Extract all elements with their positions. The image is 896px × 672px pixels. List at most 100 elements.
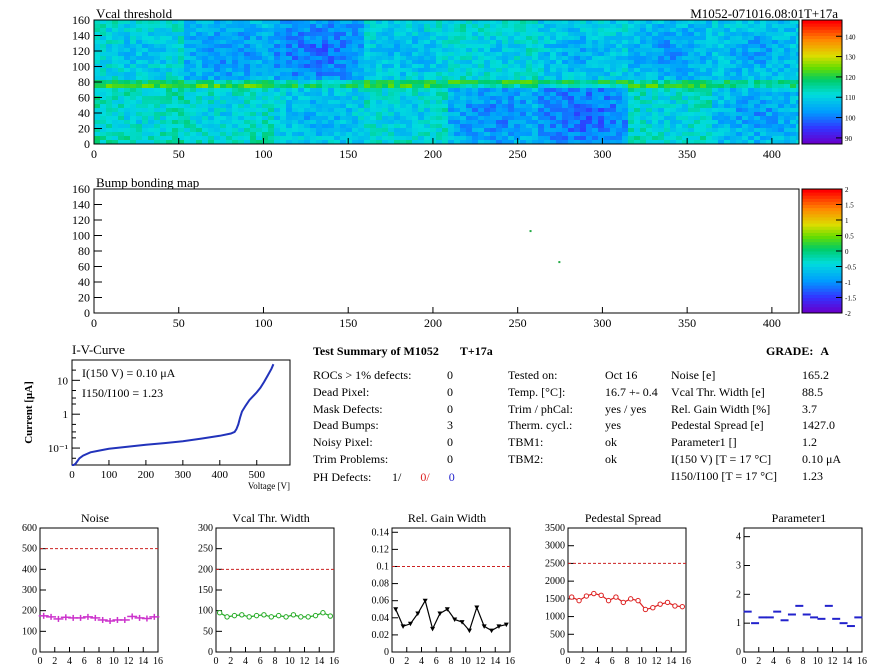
vcal-pixel (166, 96, 172, 100)
noise-xtick-label: 2 (52, 656, 57, 667)
vcal-pixel (748, 116, 754, 120)
vcal-pixel (730, 36, 736, 40)
vcal-pixel (454, 44, 460, 48)
vcal-pixel (508, 44, 514, 48)
vcal-pixel (664, 120, 670, 124)
vcal-pixel (466, 44, 472, 48)
vcal-pixel (424, 112, 430, 116)
vcal-pixel (538, 116, 544, 120)
vcal-map-ytick-label: 60 (78, 91, 90, 105)
bump-map-ytick-label: 160 (72, 182, 90, 196)
vcal-pixel (304, 76, 310, 80)
vcal-pixel (778, 112, 784, 116)
vcal-pixel (298, 108, 304, 112)
vcal-pixel (514, 68, 520, 72)
vcal-pixel (292, 132, 298, 136)
vcal-pixel (244, 20, 250, 24)
vcal-pixel (310, 132, 316, 136)
vcal-pixel (424, 128, 430, 132)
pedestal-ytick-label: 500 (550, 629, 565, 640)
vcal-pixel (148, 68, 154, 72)
vcal-pixel (196, 124, 202, 128)
vcal-pixel (616, 48, 622, 52)
vcal-pixel (532, 72, 538, 76)
vcal-pixel (700, 124, 706, 128)
vcal-pixel (304, 20, 310, 24)
vcal-pixel (262, 20, 268, 24)
vcal-pixel (358, 108, 364, 112)
vcal-pixel (520, 72, 526, 76)
vcal-pixel (754, 32, 760, 36)
vcal-pixel (346, 52, 352, 56)
vcal-pixel (712, 76, 718, 80)
vcal-pixel (460, 56, 466, 60)
vcal-pixel (202, 64, 208, 68)
vcal-pixel (634, 96, 640, 100)
vcal-pixel (112, 36, 118, 40)
vcal-pixel (478, 132, 484, 136)
vcal-pixel (604, 108, 610, 112)
vcal-pixel (508, 100, 514, 104)
vcal-pixel (778, 100, 784, 104)
condition-label: Trim / phCal: (508, 401, 573, 416)
vcal-pixel (568, 44, 574, 48)
vcal-pixel (556, 128, 562, 132)
vcal-pixel (688, 32, 694, 36)
vcal-pixel (346, 136, 352, 140)
vcal-pixel (694, 80, 700, 84)
vcal-pixel (748, 84, 754, 88)
vcal-pixel (700, 96, 706, 100)
vcal-pixel (448, 128, 454, 132)
vcal-pixel (478, 96, 484, 100)
vcal-pixel (790, 64, 796, 68)
vcal-pixel (418, 96, 424, 100)
vcal-width-point (231, 612, 238, 619)
vcal-pixel (724, 128, 730, 132)
vcal-pixel (442, 104, 448, 108)
vcal-pixel (694, 48, 700, 52)
vcal-pixel (532, 92, 538, 96)
vcal-pixel (142, 140, 148, 144)
vcal-pixel (184, 44, 190, 48)
vcal-pixel (472, 108, 478, 112)
vcal-pixel (706, 108, 712, 112)
vcal-pixel (142, 24, 148, 28)
vcal-pixel (502, 52, 508, 56)
vcal-pixel (382, 104, 388, 108)
vcal-pixel (550, 132, 556, 136)
vcal-pixel (772, 104, 778, 108)
vcal-pixel (166, 124, 172, 128)
vcal-pixel (118, 132, 124, 136)
vcal-pixel (466, 92, 472, 96)
vcal-pixel (760, 76, 766, 80)
vcal-pixel (766, 88, 772, 92)
vcal-pixel (718, 64, 724, 68)
vcal-pixel (448, 100, 454, 104)
vcal-pixel (790, 132, 796, 136)
vcal-pixel (604, 140, 610, 144)
vcal-pixel (208, 56, 214, 60)
vcal-pixel (310, 20, 316, 24)
vcal-pixel (100, 124, 106, 128)
vcal-pixel (592, 116, 598, 120)
vcal-pixel (514, 128, 520, 132)
vcal-pixel (556, 92, 562, 96)
vcal-pixel (154, 128, 160, 132)
vcal-pixel (658, 100, 664, 104)
vcal-pixel (214, 32, 220, 36)
vcal-pixel (418, 48, 424, 52)
vcal-pixel (112, 104, 118, 108)
vcal-pixel (442, 120, 448, 124)
vcal-pixel (652, 104, 658, 108)
vcal-pixel (178, 88, 184, 92)
vcal-pixel (238, 100, 244, 104)
vcal-pixel (700, 132, 706, 136)
vcal-pixel (316, 112, 322, 116)
vcal-pixel (298, 72, 304, 76)
vcal-pixel (310, 104, 316, 108)
vcal-pixel (118, 140, 124, 144)
vcal-pixel (622, 132, 628, 136)
vcal-pixel (652, 68, 658, 72)
vcal-pixel (622, 120, 628, 124)
